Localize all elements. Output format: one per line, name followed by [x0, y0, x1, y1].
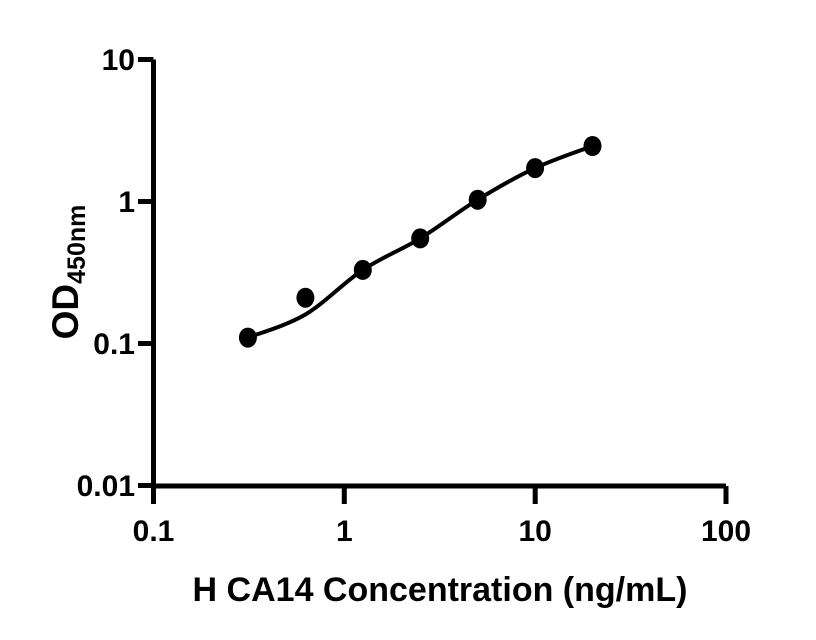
- data-point: [583, 136, 602, 156]
- y-axis-title: OD450nm: [45, 205, 91, 340]
- x-axis-title: H CA14 Concentration (ng/mL): [193, 571, 688, 609]
- y-axis-ticks: [138, 57, 154, 488]
- data-point: [468, 189, 487, 210]
- x-axis-ticks: [151, 486, 729, 504]
- data-point: [238, 327, 257, 348]
- data-point: [526, 158, 545, 179]
- data-point: [296, 287, 315, 308]
- data-points: [238, 136, 602, 348]
- x-tick-label: 1: [336, 515, 353, 548]
- y-axis-title-main: OD: [45, 284, 86, 340]
- y-tick-label: 10: [102, 44, 135, 77]
- y-axis: 10 1 0.1 0.01: [77, 44, 156, 504]
- y-tick-label: 0.1: [93, 328, 135, 361]
- x-axis: 0.1 1 10 100: [133, 483, 751, 548]
- y-tick-label: 0.01: [77, 470, 135, 503]
- y-axis-title-subscript: 450nm: [63, 205, 91, 284]
- x-tick-label: 0.1: [133, 515, 175, 548]
- data-point: [353, 259, 372, 280]
- x-tick-label: 100: [701, 515, 751, 548]
- x-tick-label: 10: [519, 515, 552, 548]
- y-tick-label: 1: [118, 186, 135, 219]
- data-point: [411, 228, 430, 249]
